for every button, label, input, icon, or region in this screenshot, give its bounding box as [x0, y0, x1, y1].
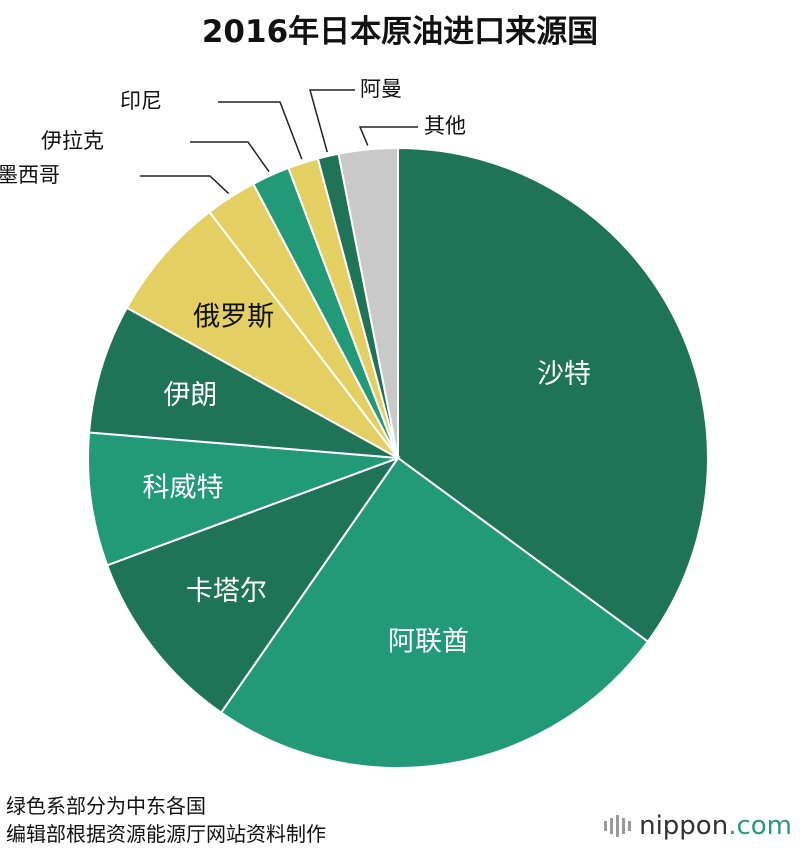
- note-source: 编辑部根据资源能源厅网站资料制作: [6, 822, 326, 846]
- slice-label-10: 其他: [424, 114, 466, 138]
- leader-line-9: [309, 89, 355, 153]
- pie-slice-5: [125, 210, 399, 459]
- slice-label-8: 印尼: [120, 89, 162, 113]
- pie-slice-1: [219, 456, 650, 769]
- callout-leaders: [140, 89, 418, 195]
- slice-label-9: 阿曼: [360, 77, 402, 101]
- pie-slice-10: [337, 146, 399, 459]
- chart-title: 2016年日本原油进口来源国: [201, 14, 599, 50]
- slice-label-5: 俄罗斯: [193, 301, 274, 332]
- slice-label-2: 卡塔尔: [186, 576, 267, 607]
- slice-label-1: 阿联酋: [388, 626, 469, 657]
- slice-label-6: 墨西哥: [0, 163, 60, 187]
- pie-slices: [87, 146, 709, 769]
- logo-suffix: .com: [728, 811, 792, 841]
- pie-slice-3: [87, 431, 399, 567]
- pie-slice-4: [87, 306, 399, 459]
- nippon-logo[interactable]: nippon .com: [604, 811, 792, 841]
- slice-label-4: 伊朗: [163, 380, 217, 411]
- leader-line-6: [140, 175, 230, 195]
- slice-label-0: 沙特: [537, 359, 591, 390]
- leader-line-7: [190, 141, 270, 173]
- pie-slice-2: [105, 455, 401, 714]
- slice-label-3: 科威特: [142, 472, 223, 503]
- pie-slice-0: [397, 146, 709, 643]
- note-middle-east: 绿色系部分为中东各国: [6, 794, 206, 818]
- logo-name: nippon: [639, 811, 729, 841]
- slice-label-7: 伊拉克: [41, 129, 104, 153]
- logo-bars-icon: [604, 815, 632, 837]
- leader-line-8: [218, 101, 303, 160]
- leader-line-10: [358, 126, 418, 146]
